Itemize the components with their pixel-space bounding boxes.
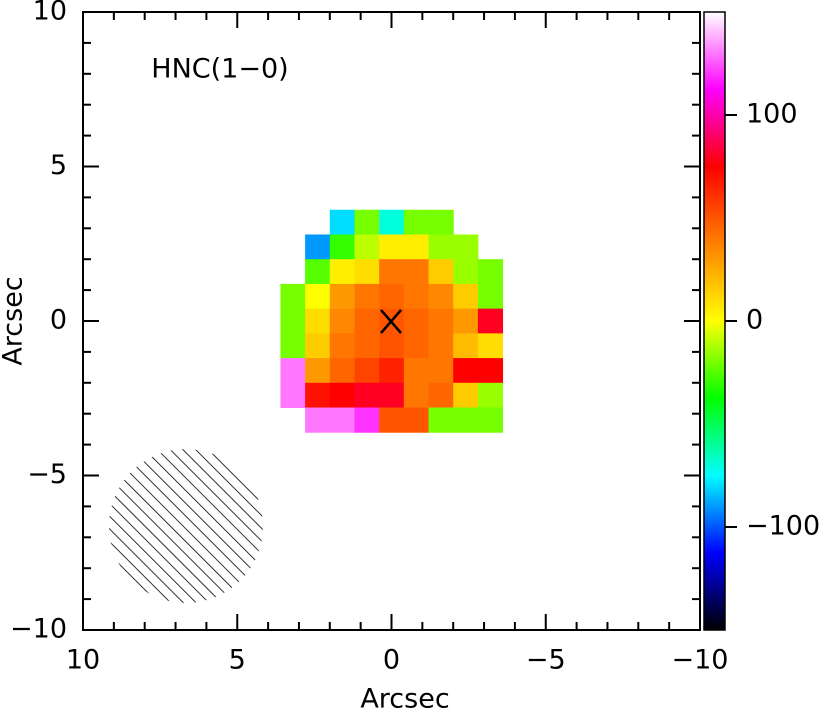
x-tick-label: 10 <box>66 645 100 676</box>
cell <box>305 259 331 285</box>
heatmap <box>280 209 504 433</box>
cell <box>403 333 430 359</box>
cell <box>329 234 355 260</box>
cell <box>428 358 454 384</box>
cell <box>477 308 504 334</box>
cell <box>329 358 355 384</box>
x-tick-label: 0 <box>383 645 400 676</box>
cell <box>280 333 306 359</box>
cell <box>379 259 405 285</box>
cell <box>403 382 430 409</box>
cell <box>354 259 380 285</box>
cell <box>453 407 479 433</box>
cell <box>403 209 430 235</box>
cell <box>354 234 380 260</box>
cell <box>428 209 454 235</box>
cell <box>329 333 355 359</box>
cell <box>428 382 454 409</box>
cell <box>329 209 355 235</box>
colorbar <box>703 11 726 631</box>
cell <box>354 407 380 433</box>
cell <box>428 283 454 310</box>
cell <box>329 308 355 334</box>
y-tick-label: 0 <box>50 305 67 336</box>
y-tick-label: −5 <box>27 459 67 490</box>
cell <box>428 259 454 285</box>
cell <box>280 308 306 334</box>
x-axis-label: Arcsec <box>360 684 449 712</box>
cell <box>305 382 331 409</box>
cell <box>403 283 430 310</box>
beam <box>109 449 263 603</box>
cell <box>354 209 380 235</box>
cell <box>329 259 355 285</box>
cell <box>453 382 479 409</box>
cell <box>354 358 380 384</box>
cell <box>403 259 430 285</box>
y-tick-label: 10 <box>33 0 67 27</box>
cell <box>453 308 479 334</box>
cell <box>453 283 479 310</box>
cell <box>329 283 355 310</box>
cell <box>428 407 454 433</box>
cell <box>403 234 430 260</box>
cell <box>305 234 331 260</box>
y-tick-label: −10 <box>10 614 67 645</box>
cell <box>379 358 405 384</box>
cell <box>477 358 504 384</box>
cell <box>354 308 380 334</box>
cell <box>477 382 504 409</box>
cell <box>305 358 331 384</box>
cell <box>354 283 380 310</box>
cell <box>305 283 331 310</box>
cell <box>379 209 405 235</box>
cell <box>329 407 355 433</box>
cell <box>453 333 479 359</box>
cell <box>453 234 479 260</box>
cell <box>280 283 306 310</box>
cell <box>477 407 504 433</box>
cell <box>477 283 504 310</box>
cell <box>280 382 306 409</box>
cell <box>379 234 405 260</box>
x-tick-label: 5 <box>229 645 246 676</box>
y-axis-label: Arcsec <box>0 276 29 365</box>
cell <box>379 382 405 409</box>
colorbar-tick-label: −100 <box>746 511 820 542</box>
x-tick-label: −5 <box>526 645 566 676</box>
cell <box>280 358 306 384</box>
cell <box>477 259 504 285</box>
cell <box>354 333 380 359</box>
center-marker <box>380 309 402 334</box>
cell <box>453 259 479 285</box>
cell <box>403 358 430 384</box>
cell <box>403 308 430 334</box>
cell <box>379 407 405 433</box>
cell <box>428 308 454 334</box>
y-tick-label: 5 <box>50 150 67 181</box>
annotation: HNC(1−0) <box>151 54 288 85</box>
colorbar-tick-label: 0 <box>746 305 763 336</box>
cell <box>428 333 454 359</box>
x-tick-label: −10 <box>672 645 729 676</box>
cell <box>305 333 331 359</box>
cell <box>403 407 430 433</box>
cell <box>477 333 504 359</box>
cell <box>428 234 454 260</box>
cell <box>305 407 331 433</box>
cell <box>305 308 331 334</box>
colorbar-tick-label: 100 <box>746 99 798 130</box>
cell <box>453 358 479 384</box>
cell <box>379 333 405 359</box>
cell <box>354 382 380 409</box>
cell <box>329 382 355 409</box>
cell <box>379 283 405 310</box>
